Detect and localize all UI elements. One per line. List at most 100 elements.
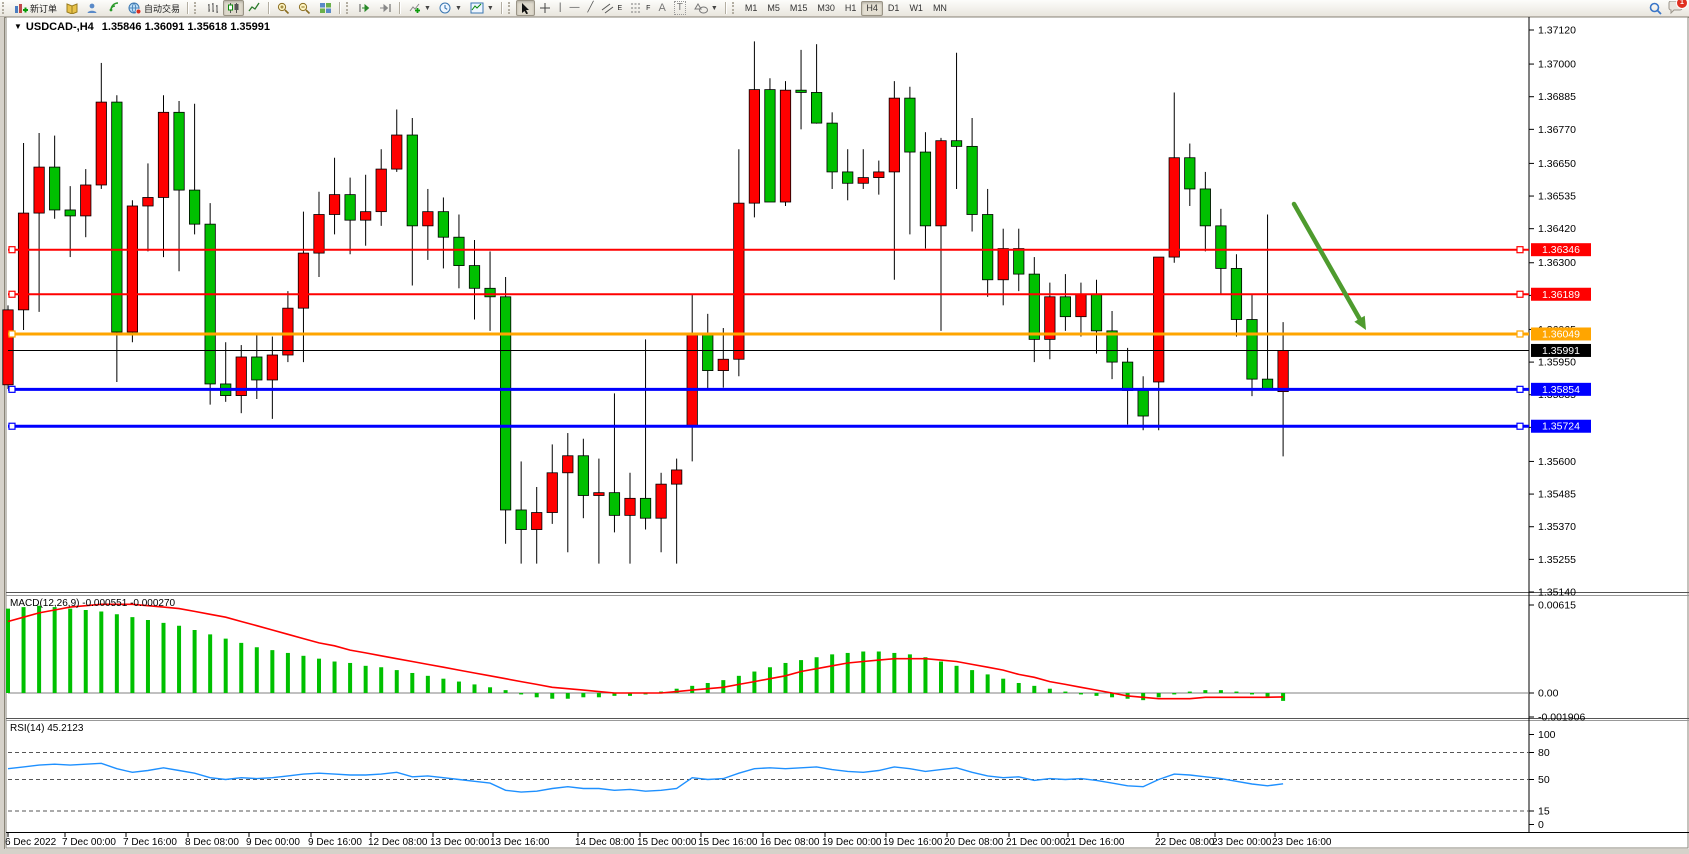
- candlesticks[interactable]: [2, 41, 1289, 564]
- zoom-in-button[interactable]: [273, 0, 294, 16]
- chat-button[interactable]: 1: [1668, 0, 1688, 16]
- text-tool-button[interactable]: A: [654, 0, 669, 16]
- chart-shift-button[interactable]: [375, 0, 396, 16]
- periods-button[interactable]: ▼: [435, 0, 466, 16]
- new-order-label: 新订单: [30, 3, 58, 14]
- cursor-tool-button[interactable]: [515, 0, 535, 16]
- svg-text:15: 15: [1538, 806, 1550, 818]
- hline-1.36189[interactable]: [8, 290, 1529, 298]
- chart-canvas[interactable]: 1.37120 1.37000 1.36885 1.36770 1.36650 1.365…: [0, 17, 1689, 849]
- svg-text:15 Dec 16:00: 15 Dec 16:00: [698, 837, 758, 848]
- current-price-badge: 1.35991: [1531, 343, 1591, 357]
- history-button[interactable]: [61, 0, 82, 16]
- rsi-axis: 100 80 50 150: [1529, 729, 1556, 831]
- search-icon[interactable]: [1649, 2, 1662, 15]
- price-badge-1.36346: 1.36346: [1531, 243, 1591, 257]
- time-axis[interactable]: 6 Dec 2022 7 Dec 00:00 7 Dec 16:00 8 Dec 08…: [5, 832, 1332, 849]
- indicators-button[interactable]: ▼: [404, 0, 435, 16]
- svg-text:1.36049: 1.36049: [1542, 328, 1580, 340]
- template-icon: [470, 2, 484, 14]
- toolbar-grip[interactable]: [2, 2, 8, 14]
- timeframe-m1[interactable]: M1: [744, 2, 758, 13]
- svg-text:1.36346: 1.36346: [1542, 244, 1580, 256]
- trend-arrow[interactable]: [1291, 201, 1366, 330]
- macd-histogram: [6, 605, 1286, 701]
- label-tool-icon: T: [673, 1, 686, 15]
- shapes-icon: [694, 3, 708, 14]
- crosshair-icon: [539, 3, 550, 13]
- tile-windows-button[interactable]: [315, 0, 336, 16]
- hline-1.36049[interactable]: [8, 330, 1529, 338]
- line-chart-button[interactable]: [244, 0, 265, 16]
- bar-chart-icon: [208, 3, 219, 13]
- indicators-plus-icon: [409, 3, 421, 13]
- svg-text:1.35255: 1.35255: [1538, 554, 1576, 566]
- svg-text:16 Dec 08:00: 16 Dec 08:00: [760, 837, 820, 848]
- channel-tool-button[interactable]: E: [597, 0, 626, 16]
- svg-text:1.36650: 1.36650: [1538, 158, 1576, 170]
- crosshair-tool-button[interactable]: [535, 0, 555, 16]
- svg-text:1.36770: 1.36770: [1538, 124, 1576, 136]
- svg-text:12 Dec 08:00: 12 Dec 08:00: [368, 837, 428, 848]
- price-badge-1.35724: 1.35724: [1531, 419, 1591, 433]
- timeframe-h1[interactable]: H1: [844, 2, 857, 13]
- book-icon: [66, 3, 78, 14]
- periods-dropdown-arrow[interactable]: ▼: [454, 4, 462, 12]
- shapes-dropdown-arrow[interactable]: ▼: [710, 4, 718, 12]
- timeframe-m5[interactable]: M5: [767, 2, 780, 13]
- indicators-dropdown-arrow[interactable]: ▼: [424, 4, 431, 12]
- svg-text:1.36420: 1.36420: [1538, 223, 1576, 235]
- templates-dropdown-arrow[interactable]: ▼: [486, 4, 494, 12]
- timeframe-m30[interactable]: M30: [817, 2, 835, 13]
- timeframe-h4[interactable]: H4: [861, 0, 883, 16]
- svg-text:0.00: 0.00: [1538, 688, 1559, 700]
- bar-chart-button[interactable]: [202, 0, 223, 16]
- timeframe-w1[interactable]: W1: [909, 2, 923, 13]
- timeframe-m15[interactable]: M15: [789, 2, 808, 13]
- svg-text:20 Dec 08:00: 20 Dec 08:00: [944, 837, 1004, 848]
- hline-1.36346[interactable]: [8, 246, 1529, 254]
- candlestick-chart-button[interactable]: [223, 0, 245, 16]
- svg-text:19 Dec 16:00: 19 Dec 16:00: [883, 837, 943, 848]
- svg-text:80: 80: [1538, 747, 1550, 759]
- timeframe-mn[interactable]: MN: [932, 2, 947, 13]
- templates-button[interactable]: ▼: [466, 0, 498, 16]
- svg-text:1.35485: 1.35485: [1538, 489, 1576, 501]
- timeframe-d1[interactable]: D1: [887, 2, 900, 13]
- auto-scroll-button[interactable]: [354, 0, 375, 16]
- clock-icon: [439, 2, 451, 14]
- chevron-down-icon[interactable]: ▼: [14, 22, 22, 31]
- ohlc-values: 1.35846 1.36091 1.35618 1.35991: [101, 21, 270, 33]
- autotrading-button[interactable]: 自动交易: [124, 0, 184, 16]
- profile-button[interactable]: [82, 0, 103, 16]
- svg-text:9 Dec 16:00: 9 Dec 16:00: [308, 837, 362, 848]
- fibonacci-tool-button[interactable]: F: [626, 0, 654, 16]
- trendline-tool-button[interactable]: ╱: [583, 0, 597, 16]
- equidistant-channel-icon: [602, 3, 614, 14]
- svg-text:1.35991: 1.35991: [1542, 345, 1580, 357]
- fibo-tool-letter: F: [646, 4, 651, 12]
- svg-text:19 Dec 00:00: 19 Dec 00:00: [822, 837, 882, 848]
- shapes-tool-button[interactable]: ▼: [690, 0, 722, 16]
- zoom-out-button[interactable]: [294, 0, 315, 16]
- hline-1.35854[interactable]: [8, 385, 1529, 393]
- line-chart-icon: [248, 2, 260, 12]
- svg-text:0.00615: 0.00615: [1538, 600, 1576, 612]
- hline-1.35724[interactable]: [8, 422, 1529, 430]
- svg-text:21 Dec 16:00: 21 Dec 16:00: [1065, 837, 1125, 848]
- label-tool-button[interactable]: T: [670, 0, 690, 16]
- rsi-panel: [8, 752, 1529, 812]
- svg-text:1.36189: 1.36189: [1542, 289, 1580, 301]
- macd-axis: 0.00615 0.00 -0.001906: [1529, 600, 1585, 724]
- svg-text:14 Dec 08:00: 14 Dec 08:00: [575, 837, 635, 848]
- text-tool-icon: A: [658, 2, 666, 14]
- horizontal-line-tool-button[interactable]: —: [565, 0, 583, 16]
- svg-text:1.35950: 1.35950: [1538, 357, 1576, 369]
- signals-button[interactable]: [103, 0, 124, 16]
- svg-text:21 Dec 00:00: 21 Dec 00:00: [1006, 837, 1066, 848]
- chart-title: ▼ USDCAD-,H4 1.35846 1.36091 1.35618 1.359…: [14, 21, 270, 33]
- new-order-icon: [15, 4, 28, 13]
- new-order-button[interactable]: 新订单: [10, 0, 61, 16]
- vertical-line-tool-button[interactable]: |: [555, 0, 566, 16]
- horizontal-line-icon: —: [569, 2, 580, 13]
